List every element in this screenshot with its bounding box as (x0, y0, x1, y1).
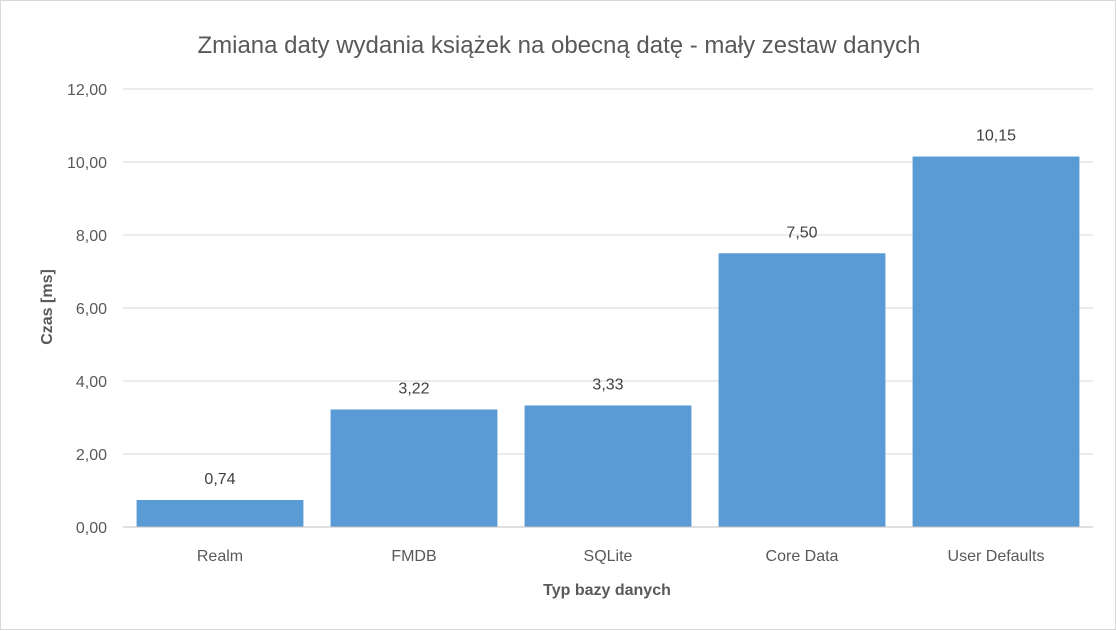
bar (524, 405, 692, 527)
data-label: 7,50 (786, 224, 817, 241)
y-axis-title: Czas [ms] (39, 269, 56, 345)
y-axis-ticks: 0,00 2,00 4,00 6,00 8,00 10,00 12,00 (67, 82, 107, 537)
y-tick-label: 4,00 (76, 374, 107, 391)
x-tick-label: Core Data (766, 548, 839, 565)
x-axis-ticks: Realm FMDB SQLite Core Data User Defaults (197, 548, 1045, 565)
bars (136, 156, 1080, 527)
data-label: 10,15 (976, 128, 1016, 145)
x-tick-label: Realm (197, 548, 243, 565)
data-label: 0,74 (204, 471, 235, 488)
x-tick-label: User Defaults (948, 548, 1045, 565)
x-tick-label: SQLite (584, 548, 633, 565)
data-labels: 0,74 3,22 3,33 7,50 10,15 (204, 128, 1016, 488)
data-label: 3,22 (398, 380, 429, 397)
x-axis-title: Typ bazy danych (543, 582, 671, 599)
y-tick-label: 8,00 (76, 228, 107, 245)
bar (912, 156, 1080, 527)
bar (718, 253, 886, 527)
y-tick-label: 0,00 (76, 520, 107, 537)
x-tick-label: FMDB (391, 548, 436, 565)
y-tick-label: 6,00 (76, 301, 107, 318)
chart-title: Zmiana daty wydania książek na obecną da… (197, 32, 920, 59)
y-tick-label: 12,00 (67, 82, 107, 99)
bar (136, 499, 304, 527)
y-tick-label: 2,00 (76, 447, 107, 464)
bar (330, 409, 498, 527)
data-label: 3,33 (592, 376, 623, 393)
y-tick-label: 10,00 (67, 155, 107, 172)
